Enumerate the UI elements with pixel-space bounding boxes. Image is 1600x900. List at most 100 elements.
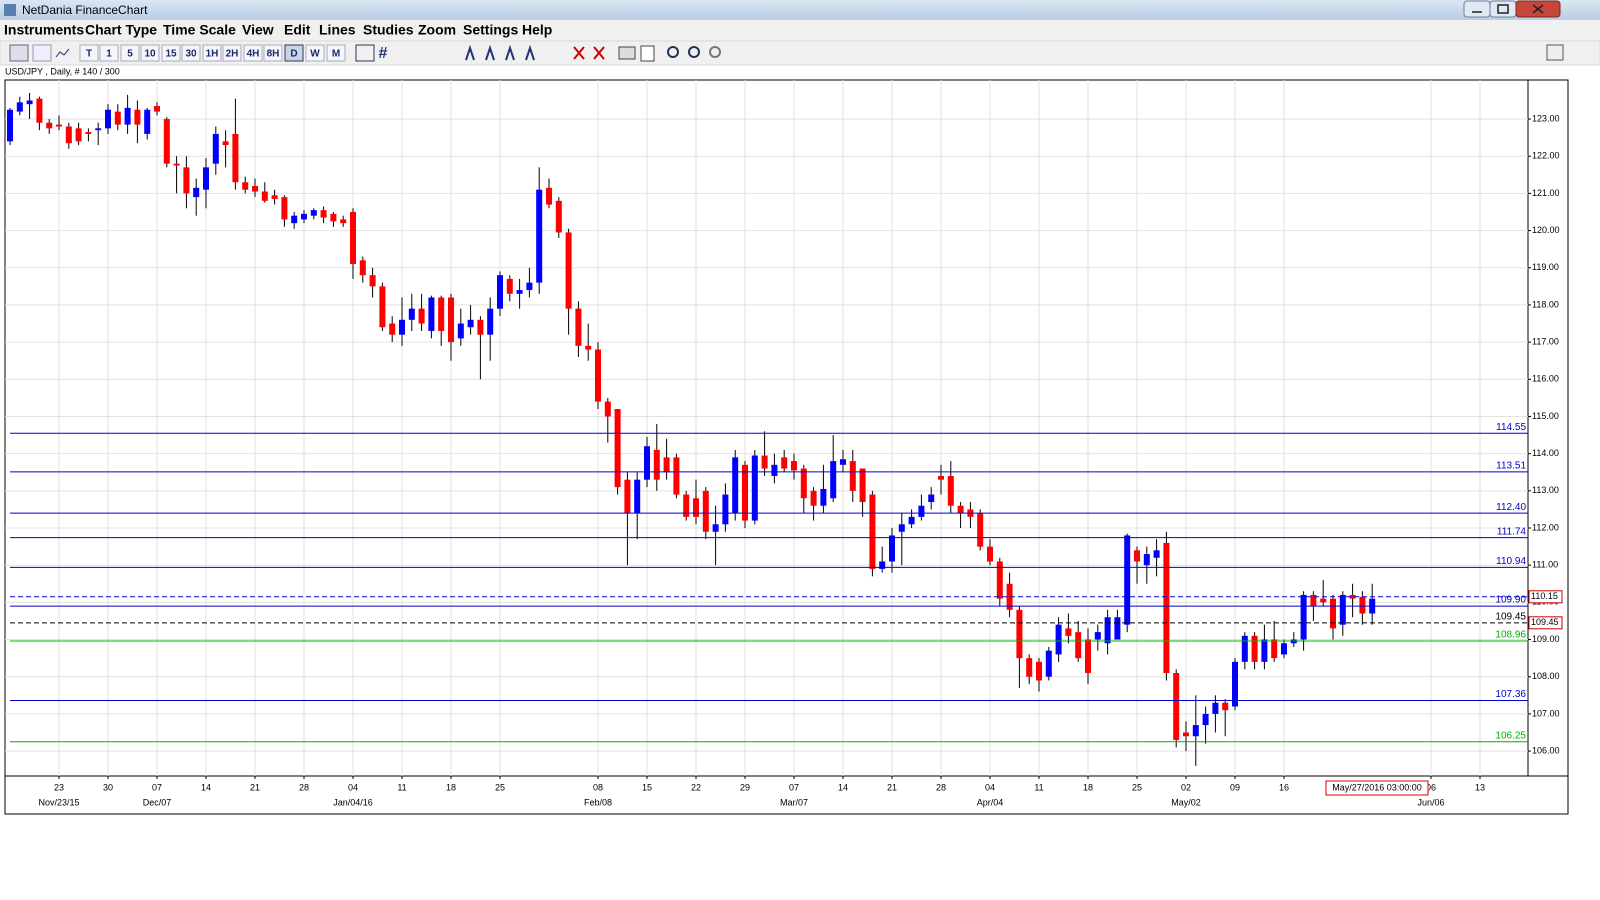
candle-body xyxy=(7,109,13,142)
x-tick-label: 21 xyxy=(250,782,260,792)
timescale-button[interactable] xyxy=(140,44,160,62)
timescale-label[interactable]: 30 xyxy=(185,49,197,60)
candle-body xyxy=(889,535,895,562)
candle-body xyxy=(359,260,366,276)
timescale-label[interactable]: W xyxy=(310,49,320,60)
menu-item[interactable]: Lines xyxy=(319,22,356,38)
maximize-button[interactable] xyxy=(1489,0,1517,18)
zoom-in-icon[interactable] xyxy=(667,46,679,58)
timescale-label[interactable]: 1 xyxy=(106,49,112,60)
candle-body xyxy=(1212,702,1219,714)
menu-item[interactable]: Instruments xyxy=(4,22,84,38)
timescale-button[interactable] xyxy=(243,44,263,62)
candle-body xyxy=(565,232,572,309)
toolbar-icons: # xyxy=(9,44,1564,62)
candle-body xyxy=(281,197,288,220)
candle-body xyxy=(751,455,758,521)
x-tick-label: 15 xyxy=(642,782,652,792)
menu-item[interactable]: Zoom xyxy=(418,22,456,38)
timescale-button[interactable] xyxy=(161,44,181,62)
candle-body xyxy=(154,106,160,112)
candle-body xyxy=(810,490,817,506)
candle-body xyxy=(977,513,984,547)
timescale-label[interactable]: 5 xyxy=(127,49,133,60)
timescale-label[interactable]: 15 xyxy=(165,49,177,60)
timescale-label[interactable]: 2H xyxy=(226,49,239,60)
menu-item[interactable]: Help xyxy=(522,22,552,38)
chart-title: USD/JPY , Daily, # 140 / 300 xyxy=(5,66,120,76)
y-tick-label: 106.00 xyxy=(1532,745,1560,755)
candle-body xyxy=(389,323,396,335)
timescale-label[interactable]: 1H xyxy=(206,49,219,60)
candle-body xyxy=(1349,594,1356,599)
candle-body xyxy=(301,213,307,220)
x-tick-label: 28 xyxy=(936,782,946,792)
candle-body xyxy=(1339,594,1346,625)
timescale-button[interactable] xyxy=(284,44,304,62)
candle-body xyxy=(1232,661,1238,707)
candle-body xyxy=(830,461,837,499)
candle-body xyxy=(526,282,533,291)
candle-body xyxy=(1163,542,1170,674)
candle-body xyxy=(1045,650,1052,677)
timescale-button[interactable] xyxy=(222,44,242,62)
minimize-button[interactable] xyxy=(1463,0,1491,18)
pin-icon[interactable] xyxy=(1546,44,1564,61)
timescale-button[interactable] xyxy=(263,44,283,62)
timescale-label[interactable]: 8H xyxy=(267,49,280,60)
timescale-label[interactable]: 4H xyxy=(247,49,260,60)
x-tick-label: 13 xyxy=(1475,782,1485,792)
tool-icon[interactable]: # xyxy=(379,45,388,62)
level-label: 106.25 xyxy=(1495,730,1526,741)
timescale-button[interactable] xyxy=(202,44,222,62)
y-tick-label: 112.00 xyxy=(1532,522,1559,532)
timescale-button[interactable] xyxy=(305,44,325,62)
timescale-button[interactable] xyxy=(181,44,201,62)
timescale-button[interactable] xyxy=(99,44,119,62)
tool-icon[interactable] xyxy=(32,44,52,62)
x-sublabel: Dec/07 xyxy=(143,797,172,807)
candle-body xyxy=(1271,639,1278,659)
candle-body xyxy=(947,475,954,506)
candle-body xyxy=(56,124,62,127)
preview-icon[interactable] xyxy=(640,45,655,62)
menu-bar xyxy=(0,20,1600,41)
timescale-label[interactable]: D xyxy=(290,49,297,60)
timescale-button[interactable] xyxy=(120,44,140,62)
candle-body xyxy=(212,133,219,164)
menu-item[interactable]: Settings xyxy=(463,22,518,38)
timescale-button[interactable] xyxy=(326,44,346,62)
menu-item[interactable]: Time Scale xyxy=(163,22,236,38)
candle-body xyxy=(1016,609,1023,659)
candle-body xyxy=(1359,596,1366,614)
candle-body xyxy=(124,107,131,125)
tool-icon[interactable] xyxy=(465,44,535,61)
menu-item[interactable]: Chart Type xyxy=(85,22,157,38)
tool-icon[interactable] xyxy=(355,44,375,62)
candle-body xyxy=(85,132,92,134)
candle-body xyxy=(163,119,170,164)
zoom-reset-icon[interactable] xyxy=(709,46,721,58)
tool-icon[interactable] xyxy=(9,44,29,62)
candle-body xyxy=(1202,713,1209,726)
timescale-label[interactable]: M xyxy=(332,49,340,60)
menu-item[interactable]: View xyxy=(242,22,274,38)
menu-item[interactable]: Edit xyxy=(284,22,311,38)
candle-body xyxy=(1183,732,1189,737)
candle-body xyxy=(330,213,337,222)
menu-item[interactable]: Studies xyxy=(363,22,414,38)
candle-body xyxy=(1241,635,1248,662)
tool-icon[interactable] xyxy=(55,48,70,58)
zoom-out-icon[interactable] xyxy=(688,46,700,58)
candle-body xyxy=(506,278,513,294)
candle-body xyxy=(555,200,562,233)
candle-body xyxy=(898,524,905,532)
print-icon[interactable] xyxy=(618,46,636,60)
candle-body xyxy=(575,308,582,346)
y-tick-label: 116.00 xyxy=(1532,374,1559,384)
timescale-label[interactable]: T xyxy=(86,49,92,60)
timescale-button[interactable] xyxy=(79,44,99,62)
candle-body xyxy=(595,349,601,402)
timescale-label[interactable]: 10 xyxy=(144,49,156,60)
tool-icon[interactable] xyxy=(573,46,605,60)
